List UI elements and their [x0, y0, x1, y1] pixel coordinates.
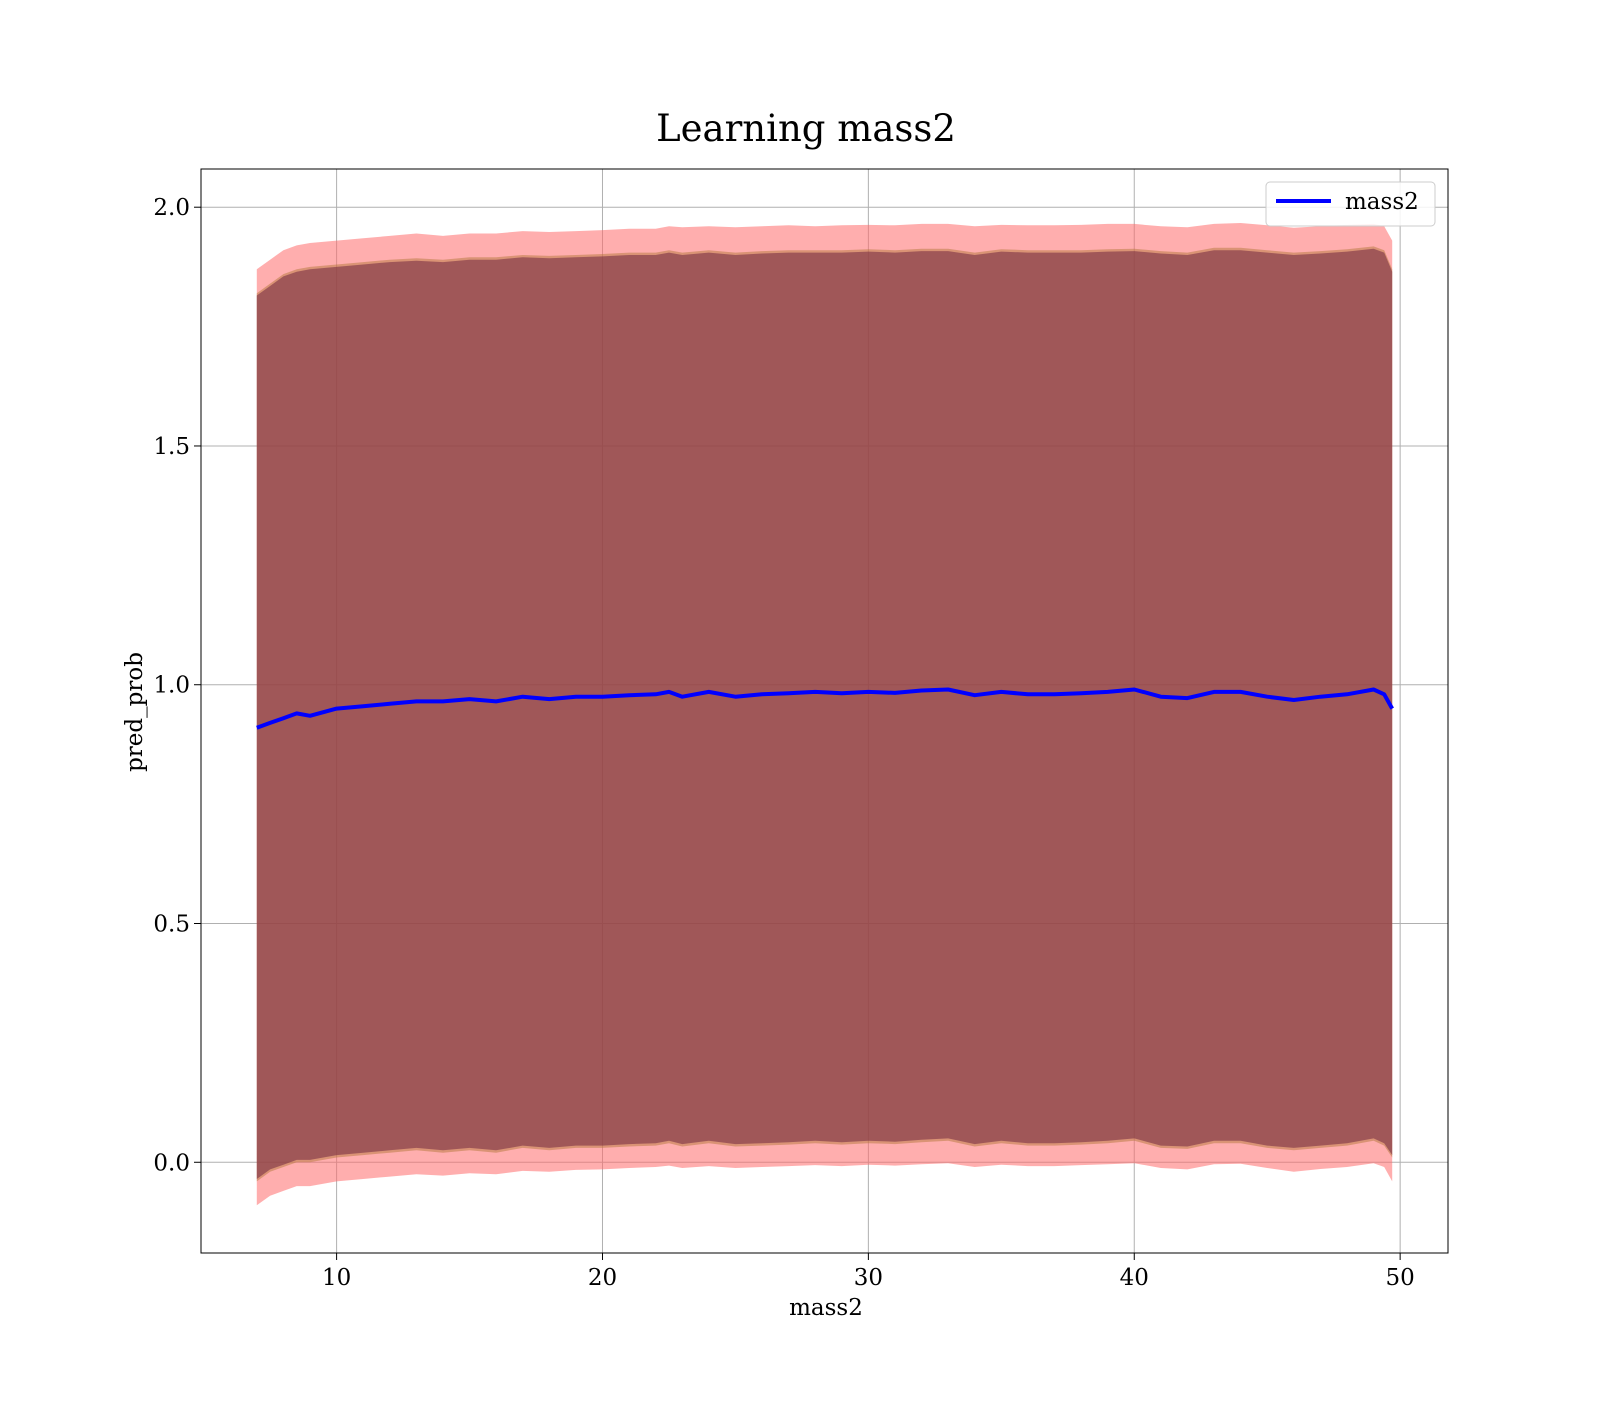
y-tick-label: 1.0 — [153, 673, 190, 699]
chart-title: Learning mass2 — [656, 107, 956, 150]
series-lines — [256, 687, 1394, 730]
y-tick-label: 0.5 — [153, 912, 190, 938]
x-tick-label: 30 — [854, 1265, 883, 1291]
x-tick-label: 20 — [588, 1265, 617, 1291]
y-tick-label: 0.0 — [153, 1150, 190, 1176]
series-line-mass2 — [256, 687, 1394, 730]
inner-confidence-band — [256, 248, 1393, 1179]
axis-ticks: 10 20 30 40 50 0.0 0.5 1.0 1.5 2.0 — [153, 195, 1414, 1291]
x-tick-label: 50 — [1386, 1265, 1415, 1291]
y-axis-label: pred_prob — [122, 652, 148, 772]
plot-frame — [200, 168, 1449, 1254]
x-tick-label: 10 — [322, 1265, 351, 1291]
confidence-bands — [256, 223, 1393, 1206]
x-axis-label: mass2 — [789, 1295, 863, 1321]
x-tick-label: 40 — [1120, 1265, 1149, 1291]
legend-box — [1265, 181, 1436, 227]
legend: mass2 — [1265, 181, 1436, 227]
y-tick-label: 2.0 — [153, 195, 190, 221]
legend-label-mass2: mass2 — [1345, 189, 1419, 215]
y-tick-label: 1.5 — [153, 434, 190, 460]
